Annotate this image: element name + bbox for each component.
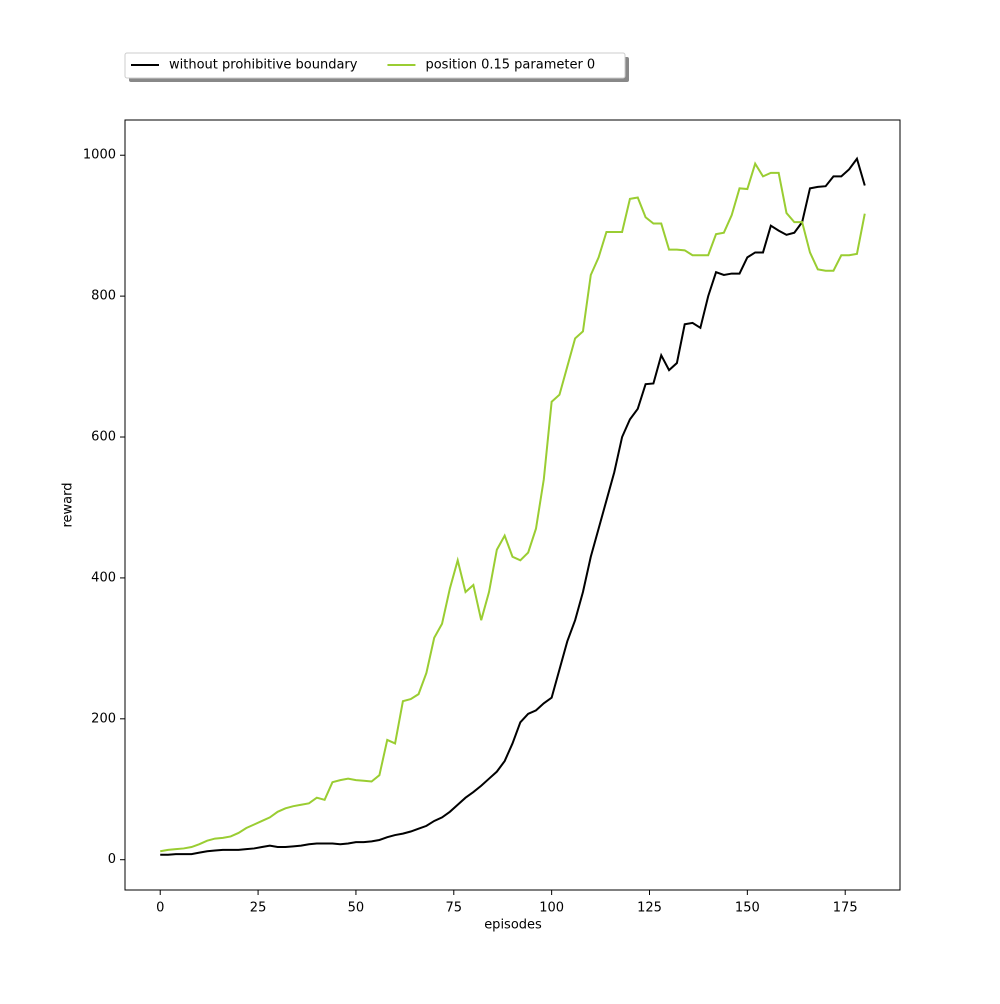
x-tick-label: 100 [539,901,564,916]
y-tick-label: 200 [91,711,116,726]
x-tick-label: 175 [833,901,858,916]
y-tick-label: 0 [108,852,116,867]
y-tick-label: 800 [91,289,116,304]
x-tick-label: 25 [250,901,267,916]
y-tick-label: 1000 [83,148,116,163]
x-tick-label: 125 [637,901,662,916]
line-series [160,161,866,853]
x-tick-label: 0 [156,901,164,916]
x-axis-label: episodes [484,918,542,933]
x-tick-label: 75 [446,901,463,916]
y-axis-label: reward [61,482,76,527]
legend: without prohibitive boundary position 0.1… [124,52,629,82]
y-tick-label: 400 [91,570,116,585]
legend-label: position 0.15 parameter 0 [425,58,595,73]
legend-label: without prohibitive boundary [169,58,358,73]
plot-frame [124,119,901,891]
x-tick-label: 150 [735,901,760,916]
x-tick-label: 50 [348,901,365,916]
y-tick-label: 600 [91,430,116,445]
line-series [160,156,866,856]
legend-box [124,52,626,79]
